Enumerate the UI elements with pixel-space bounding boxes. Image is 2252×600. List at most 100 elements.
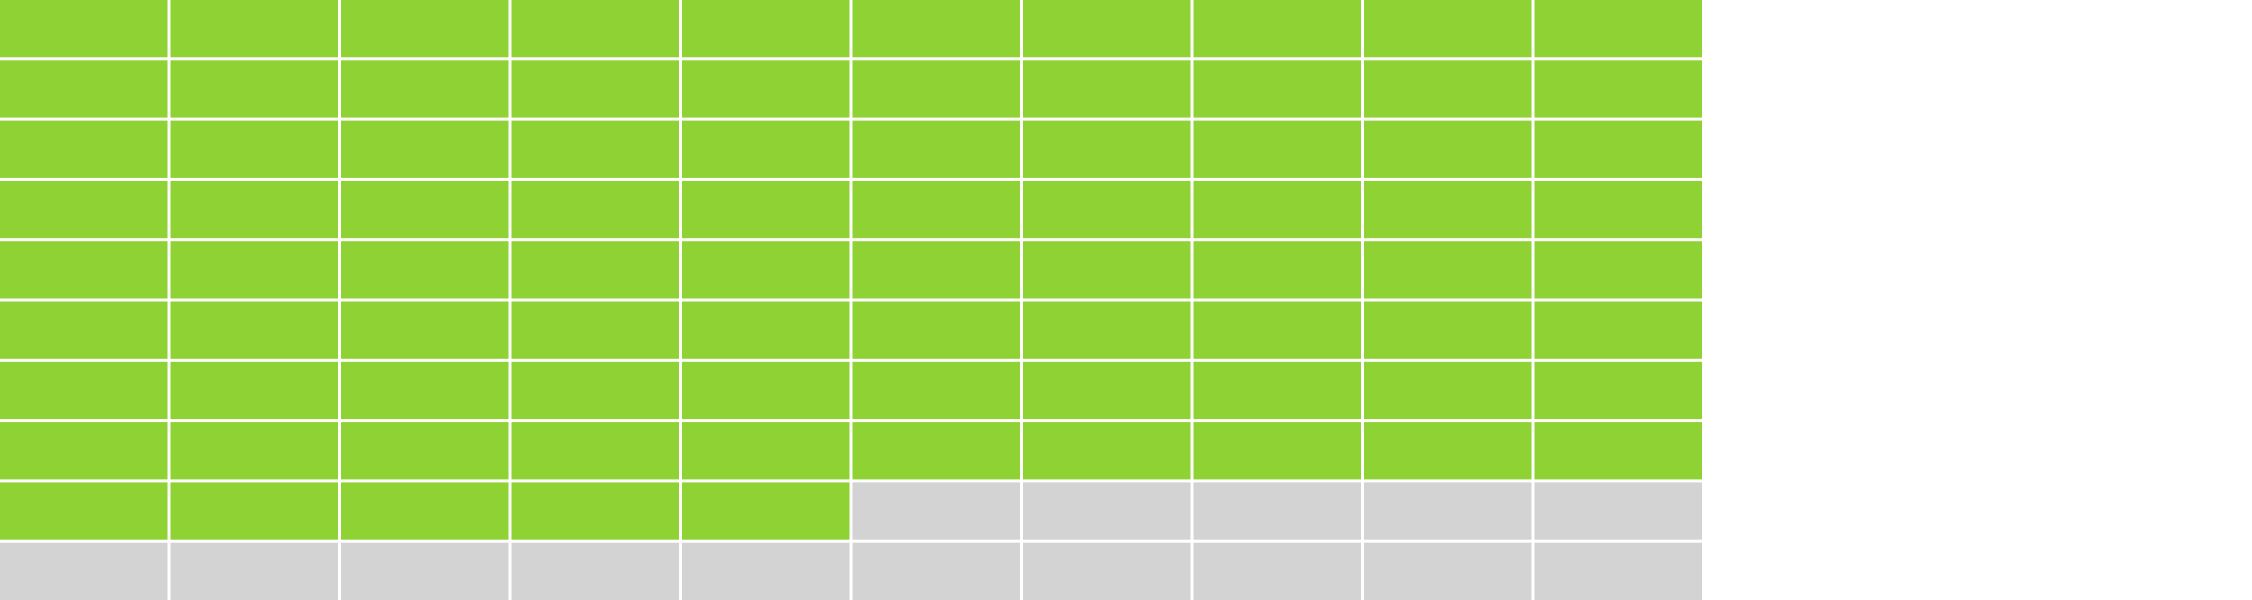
waffle-cell-filled xyxy=(511,422,679,480)
waffle-cell-filled xyxy=(0,180,168,239)
waffle-cell-filled xyxy=(170,0,338,58)
waffle-cell-filled xyxy=(1023,422,1191,480)
waffle-cell-filled xyxy=(511,0,679,58)
waffle-cell-filled xyxy=(852,60,1020,118)
waffle-cell-filled xyxy=(511,241,679,299)
waffle-cell-filled xyxy=(341,482,509,540)
waffle-cell-filled xyxy=(1534,180,1702,239)
waffle-cell-filled xyxy=(1364,120,1532,178)
waffle-cell-filled xyxy=(1534,301,1702,359)
waffle-cell-filled xyxy=(341,60,509,118)
waffle-cell-filled xyxy=(682,120,850,178)
waffle-cell-filled xyxy=(1023,180,1191,239)
waffle-cell-filled xyxy=(170,180,338,239)
waffle-cell-empty xyxy=(170,542,338,600)
waffle-cell-empty xyxy=(852,542,1020,600)
waffle-cell-filled xyxy=(511,361,679,420)
waffle-cell-filled xyxy=(1193,180,1361,239)
waffle-cell-filled xyxy=(682,482,850,540)
waffle-cell-filled xyxy=(511,482,679,540)
waffle-cell-empty xyxy=(341,542,509,600)
waffle-cell-filled xyxy=(1364,60,1532,118)
waffle-cell-filled xyxy=(341,0,509,58)
waffle-cell-filled xyxy=(170,422,338,480)
waffle-cell-filled xyxy=(1364,0,1532,58)
waffle-cell-filled xyxy=(170,301,338,359)
waffle-cell-filled xyxy=(170,241,338,299)
waffle-cell-filled xyxy=(1534,422,1702,480)
waffle-cell-filled xyxy=(341,361,509,420)
waffle-cell-filled xyxy=(0,120,168,178)
waffle-cell-filled xyxy=(682,180,850,239)
waffle-chart xyxy=(0,0,1702,600)
waffle-cell-filled xyxy=(1193,422,1361,480)
waffle-cell-empty xyxy=(1023,542,1191,600)
waffle-cell-filled xyxy=(341,180,509,239)
waffle-cell-filled xyxy=(852,361,1020,420)
waffle-cell-empty xyxy=(1193,542,1361,600)
waffle-cell-filled xyxy=(852,241,1020,299)
waffle-cell-filled xyxy=(1023,361,1191,420)
waffle-cell-filled xyxy=(852,422,1020,480)
waffle-cell-filled xyxy=(682,422,850,480)
waffle-cell-filled xyxy=(1023,0,1191,58)
waffle-cell-filled xyxy=(1193,60,1361,118)
waffle-cell-filled xyxy=(1364,180,1532,239)
waffle-cell-filled xyxy=(1534,241,1702,299)
waffle-cell-filled xyxy=(682,0,850,58)
waffle-cell-filled xyxy=(1023,301,1191,359)
waffle-cell-empty xyxy=(511,542,679,600)
waffle-cell-filled xyxy=(170,120,338,178)
waffle-cell-filled xyxy=(682,361,850,420)
waffle-cell-filled xyxy=(0,241,168,299)
waffle-cell-filled xyxy=(170,60,338,118)
waffle-cell-empty xyxy=(852,482,1020,540)
waffle-cell-filled xyxy=(682,60,850,118)
waffle-cell-filled xyxy=(1193,361,1361,420)
waffle-cell-filled xyxy=(1364,361,1532,420)
waffle-cell-filled xyxy=(511,180,679,239)
waffle-cell-filled xyxy=(0,422,168,480)
waffle-cell-filled xyxy=(1023,60,1191,118)
waffle-cell-empty xyxy=(1364,482,1532,540)
waffle-cell-filled xyxy=(852,0,1020,58)
waffle-cell-filled xyxy=(1534,0,1702,58)
waffle-cell-filled xyxy=(1023,241,1191,299)
waffle-cell-filled xyxy=(682,241,850,299)
waffle-cell-filled xyxy=(1364,241,1532,299)
waffle-cell-filled xyxy=(852,120,1020,178)
waffle-cell-filled xyxy=(1193,0,1361,58)
waffle-cell-filled xyxy=(1534,120,1702,178)
waffle-cell-filled xyxy=(1193,241,1361,299)
waffle-cell-empty xyxy=(1534,482,1702,540)
waffle-cell-filled xyxy=(341,120,509,178)
waffle-cell-empty xyxy=(682,542,850,600)
waffle-cell-filled xyxy=(1193,120,1361,178)
waffle-cell-filled xyxy=(1534,60,1702,118)
waffle-cell-filled xyxy=(511,301,679,359)
waffle-cell-filled xyxy=(511,60,679,118)
waffle-cell-filled xyxy=(511,120,679,178)
waffle-cell-empty xyxy=(0,542,168,600)
waffle-cell-filled xyxy=(0,60,168,118)
waffle-cell-filled xyxy=(0,301,168,359)
waffle-cell-filled xyxy=(341,241,509,299)
waffle-cell-filled xyxy=(0,361,168,420)
waffle-cell-filled xyxy=(170,482,338,540)
waffle-cell-filled xyxy=(170,361,338,420)
waffle-cell-filled xyxy=(1534,361,1702,420)
waffle-cell-filled xyxy=(852,301,1020,359)
waffle-cell-filled xyxy=(1364,301,1532,359)
waffle-cell-empty xyxy=(1364,542,1532,600)
waffle-cell-filled xyxy=(341,301,509,359)
waffle-cell-filled xyxy=(0,0,168,58)
waffle-cell-filled xyxy=(1364,422,1532,480)
waffle-cell-filled xyxy=(341,422,509,480)
waffle-cell-filled xyxy=(1193,301,1361,359)
waffle-cell-filled xyxy=(682,301,850,359)
waffle-cell-empty xyxy=(1534,542,1702,600)
waffle-cell-filled xyxy=(0,482,168,540)
waffle-cell-filled xyxy=(852,180,1020,239)
waffle-cell-empty xyxy=(1193,482,1361,540)
waffle-cell-empty xyxy=(1023,482,1191,540)
